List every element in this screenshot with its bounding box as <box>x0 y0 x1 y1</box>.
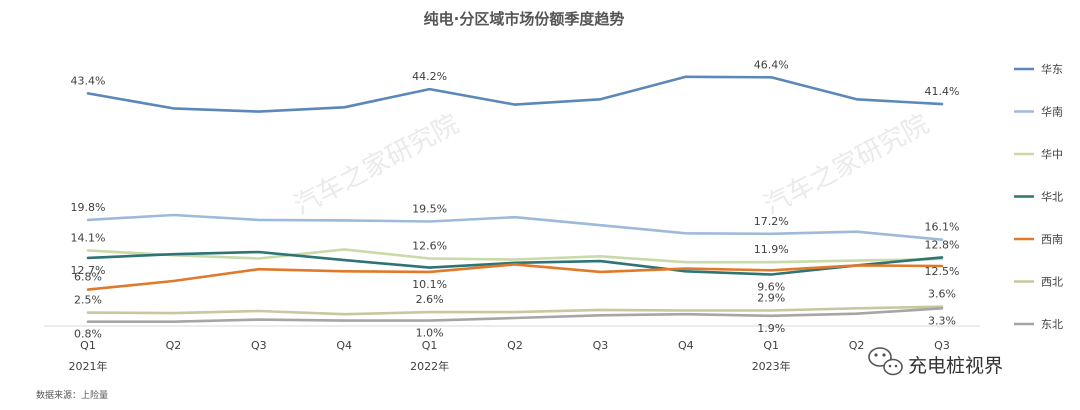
series-line-4 <box>86 263 944 291</box>
x-tick-label: Q1 <box>763 339 779 352</box>
data-label: 46.4% <box>754 58 789 71</box>
legend-label: 华北 <box>1041 190 1063 204</box>
series-line-3 <box>86 250 944 276</box>
brand-watermark: 充电桩视界 <box>868 347 1003 377</box>
x-axis-ticks: Q1 Q2 Q3 Q4 Q1 Q2 Q3 Q4 Q1 Q2 Q3 2021年 2022年 2023年 <box>69 339 950 373</box>
data-label: 2.5% <box>74 294 102 307</box>
legend-label: 东北 <box>1041 318 1063 331</box>
data-label: 2.6% <box>416 293 444 306</box>
data-label: 6.8% <box>74 271 102 284</box>
data-label: 44.2% <box>412 70 447 83</box>
legend-label: 华东 <box>1041 62 1063 76</box>
x-tick-label: Q4 <box>336 339 352 352</box>
x-year-label: 2022年 <box>410 359 449 373</box>
data-label: 9.6% <box>757 281 785 294</box>
x-tick-label: Q2 <box>849 339 865 352</box>
data-label: 12.7% <box>71 264 106 277</box>
x-year-label: 2023年 <box>752 359 791 373</box>
watermark-text: 汽车之家研究院 <box>759 109 934 221</box>
data-label-layer: 43.4% 44.2% 46.4% 41.4% 19.8% 19.5% 17.2% 16.1%… <box>71 58 960 340</box>
data-label: 19.5% <box>412 202 447 215</box>
data-label: 17.2% <box>754 215 789 228</box>
data-label: 43.4% <box>71 74 106 87</box>
data-label: 3.3% <box>928 314 956 327</box>
data-label: 12.6% <box>412 239 447 252</box>
x-tick-label: Q3 <box>593 339 609 352</box>
legend-label: 华中 <box>1041 147 1063 161</box>
chart-title: 纯电·分区域市场份额季度趋势 <box>424 10 625 28</box>
data-label: 12.8% <box>925 238 960 251</box>
watermark-layer: 汽车之家研究院 汽车之家研究院 <box>289 109 934 221</box>
series-line-5 <box>86 305 944 316</box>
x-tick-label: Q1 <box>422 339 438 352</box>
data-label: 19.8% <box>71 201 106 214</box>
data-label: 3.6% <box>928 288 956 301</box>
legend-label: 西北 <box>1041 276 1063 289</box>
data-label: 14.1% <box>71 231 106 244</box>
brand-text: 充电桩视界 <box>908 355 1003 377</box>
series-line-0 <box>86 75 944 113</box>
x-year-label: 2021年 <box>69 359 108 373</box>
x-tick-label: Q2 <box>166 339 182 352</box>
series-line-6 <box>86 306 944 324</box>
legend-label: 华南 <box>1041 105 1063 119</box>
series-line-2 <box>86 248 944 264</box>
x-tick-label: Q3 <box>251 339 267 352</box>
source-note: 数据来源：上险量 <box>36 389 108 401</box>
data-label: 41.4% <box>925 85 960 98</box>
x-tick-label: Q4 <box>678 339 694 352</box>
data-label: 11.9% <box>754 243 789 256</box>
data-label: 12.5% <box>925 265 960 278</box>
data-label: 0.8% <box>74 328 102 341</box>
wechat-icon <box>868 347 903 376</box>
legend-label: 西南 <box>1041 233 1063 246</box>
x-tick-label: Q3 <box>934 339 950 352</box>
data-label: 16.1% <box>925 221 960 234</box>
x-tick-label: Q1 <box>80 339 96 352</box>
data-label: 1.9% <box>757 322 785 335</box>
series-layer <box>86 75 944 324</box>
data-label: 10.1% <box>412 278 447 291</box>
data-label: 2.9% <box>757 291 785 304</box>
data-label: 1.0% <box>416 327 444 340</box>
series-line-1 <box>86 213 944 241</box>
x-tick-label: Q2 <box>507 339 523 352</box>
